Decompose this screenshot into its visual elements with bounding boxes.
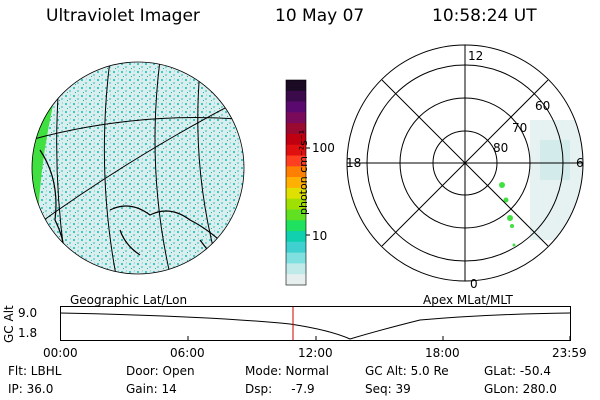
- timeline-ylabel: GC Alt: [2, 305, 16, 343]
- colorbar-segment: [286, 80, 306, 92]
- seq-info: Seq: 39: [365, 382, 411, 396]
- colorbar-segment: [286, 198, 306, 210]
- glon-info: GLon: 280.0: [484, 382, 557, 396]
- geographic-image: [31, 61, 245, 275]
- image-date: 10 May 07: [275, 6, 365, 26]
- colorbar-segment: [286, 166, 306, 178]
- gc-alt-info: GC Alt: 5.0 Re: [365, 364, 449, 378]
- colorbar-segment: [286, 252, 306, 264]
- mlat-label-80: 80: [493, 141, 508, 155]
- glat-info: GLat: -50.4: [484, 364, 551, 378]
- image-time: 10:58:24 UT: [432, 6, 537, 26]
- colorbar-segment: [286, 274, 306, 286]
- colorbar-segment: [286, 101, 306, 113]
- polar-plot: 12 18 6 0 60 70 80: [346, 44, 584, 291]
- colorbar-segment: [286, 220, 306, 232]
- colorbar-segment: [286, 177, 306, 189]
- timeline-xtick-2359: 23:59: [552, 346, 587, 360]
- timeline-ytick-high: 9.0: [18, 306, 38, 320]
- timeline-xtick-0600: 06:00: [170, 346, 205, 360]
- filter-info: Flt: LBHL: [8, 364, 62, 378]
- color-bar: photon cm⁻²s⁻¹: [285, 79, 310, 286]
- colorbar-label: photon cm⁻²s⁻¹: [297, 130, 310, 215]
- colorbar-segment: [286, 263, 306, 275]
- timeline-ytick-low: 1.8: [18, 326, 38, 340]
- ip-info: IP: 36.0: [8, 382, 54, 396]
- altitude-timeline: [60, 306, 571, 341]
- timeline-xtick-1800: 18:00: [425, 346, 460, 360]
- timeline-xtick-0000: 00:00: [43, 346, 78, 360]
- colorbar-segment: [286, 231, 306, 243]
- colorbar-segment: [286, 209, 306, 221]
- colorbar-segment: [286, 241, 306, 254]
- colorbar-tick-100: 100: [312, 141, 335, 155]
- mlt-label-0: 0: [470, 277, 478, 291]
- mlat-label-70: 70: [512, 121, 527, 135]
- colorbar-segment: [286, 123, 306, 135]
- apex-caption: Apex MLat/MLT: [423, 293, 513, 307]
- colorbar-segment: [286, 155, 306, 167]
- timeline-xtick-1200: 12:00: [298, 346, 333, 360]
- gain-info: Gain: 14: [126, 382, 177, 396]
- colorbar-segment: [286, 90, 306, 103]
- colorbar-segment: [286, 144, 306, 157]
- dsp-info: Dsp: -7.9: [245, 382, 315, 396]
- colorbar-tick-10: 10: [312, 229, 328, 243]
- geographic-caption: Geographic Lat/Lon: [70, 293, 188, 307]
- imager-title: Ultraviolet Imager: [46, 6, 200, 26]
- mlat-label-60: 60: [535, 99, 550, 113]
- colorbar-segment: [286, 112, 306, 124]
- mlt-label-18: 18: [346, 156, 361, 170]
- colorbar-segment: [286, 133, 306, 146]
- mlt-label-6: 6: [576, 156, 584, 170]
- mlt-label-12: 12: [468, 49, 483, 63]
- colorbar-segment: [286, 187, 306, 200]
- mode-info: Mode: Normal: [245, 364, 329, 378]
- door-info: Door: Open: [126, 364, 195, 378]
